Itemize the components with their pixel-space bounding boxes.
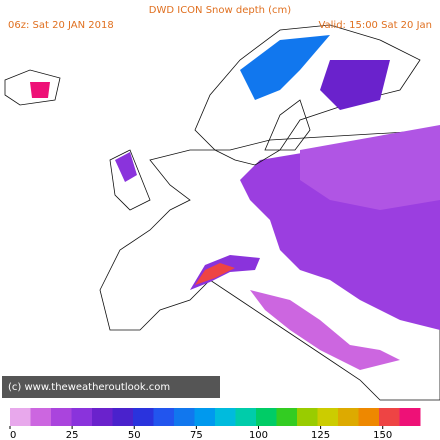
colorbar-swatch xyxy=(92,408,113,426)
colorbar-tick-label: 100 xyxy=(249,430,268,440)
valid-label: Valid: 15:00 Sat 20 Jan xyxy=(318,20,432,31)
finland-snow xyxy=(320,60,390,110)
map-title: DWD ICON Snow depth (cm) xyxy=(149,5,292,16)
colorbar-swatch xyxy=(51,408,72,426)
credit-box xyxy=(2,376,220,398)
colorbar-swatch xyxy=(297,408,318,426)
colorbar: 0 25 50 75 100 125 150 xyxy=(9,408,421,440)
scotland-snow xyxy=(115,152,137,182)
colorbar-swatch xyxy=(71,408,93,426)
colorbar-swatch xyxy=(174,408,195,426)
baltic-sea xyxy=(264,99,311,151)
credit: (c) www.theweatheroutlook.com xyxy=(8,382,170,393)
colorbar-swatch xyxy=(256,408,277,426)
colorbar-tick-label: 25 xyxy=(66,430,79,440)
run-label: 06z: Sat 20 JAN 2018 xyxy=(8,20,114,31)
colorbar-tick-label: 75 xyxy=(190,430,203,440)
colorbar-swatch xyxy=(215,408,236,426)
colorbar-tick-label: 0 xyxy=(10,430,16,440)
colorbar-swatch xyxy=(235,408,257,426)
scandinavia-snow xyxy=(240,35,330,100)
colorbar-tick-label: 125 xyxy=(311,430,330,440)
colorbar-swatch xyxy=(153,408,175,426)
colorbar-swatch xyxy=(276,408,298,426)
snow-alps-deep xyxy=(195,263,235,285)
colorbar-swatch xyxy=(399,408,421,426)
snow-balkans xyxy=(250,290,400,370)
colorbar-tick-label: 150 xyxy=(373,430,392,440)
colorbar-swatch xyxy=(338,408,359,426)
iceland-snow xyxy=(30,82,50,98)
iceland xyxy=(4,69,61,106)
colorbar-swatch xyxy=(10,408,31,426)
colorbar-swatch xyxy=(133,408,154,426)
britain xyxy=(109,149,151,211)
colorbar-swatch xyxy=(317,408,339,426)
colorbar-swatch xyxy=(194,408,216,426)
colorbar-swatch xyxy=(112,408,134,426)
map xyxy=(4,24,440,401)
colorbar-swatch xyxy=(379,408,400,426)
colorbar-swatch xyxy=(358,408,380,426)
colorbar-tick-label: 50 xyxy=(128,430,141,440)
colorbar-swatch xyxy=(30,408,52,426)
snow-east-light xyxy=(300,125,440,210)
